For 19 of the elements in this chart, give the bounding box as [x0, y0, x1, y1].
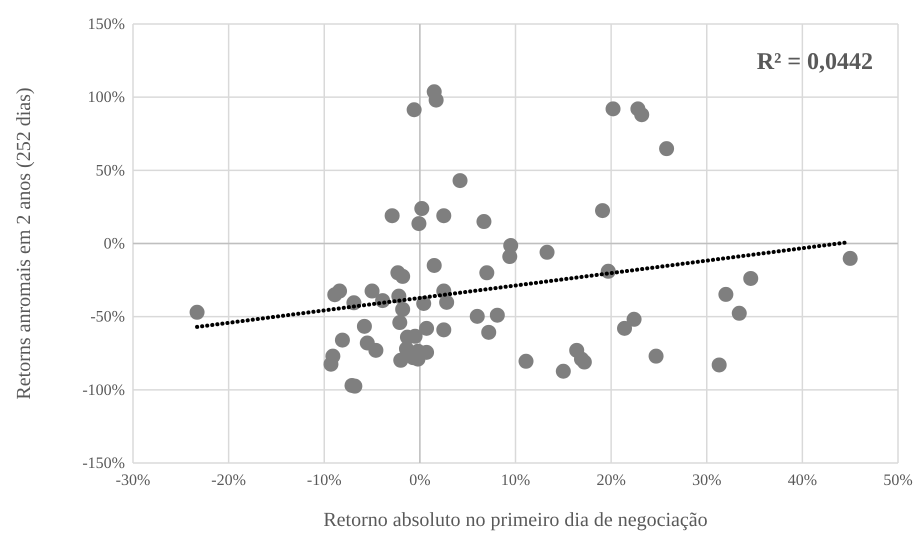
x-tick-label: 40%: [788, 472, 818, 489]
x-axis-title: Retorno absoluto no primeiro dia de negociação: [323, 509, 708, 531]
y-tick-label: 150%: [88, 16, 125, 33]
x-tick-label: 50%: [883, 472, 913, 489]
x-tick-label: -30%: [116, 472, 150, 489]
y-tick-label: 100%: [88, 89, 125, 106]
x-tick-label: 0%: [409, 472, 431, 489]
x-tick-label: -20%: [211, 472, 246, 489]
y-axis-title: Retorns anromais em 2 anos (252 dias): [13, 87, 35, 400]
x-tick-label: 30%: [692, 472, 722, 489]
x-tick-label: -10%: [306, 472, 342, 489]
y-tick-label: 50%: [96, 162, 125, 180]
y-tick-label: -50%: [90, 308, 125, 326]
x-tick-label: 10%: [500, 472, 530, 489]
y-tick-label: -100%: [82, 382, 125, 399]
y-tick-label: -150%: [82, 455, 125, 472]
annotation: R² = 0,0442: [756, 49, 873, 75]
x-tick-label: 20%: [596, 472, 626, 489]
y-tick-label: 0%: [104, 236, 125, 252]
